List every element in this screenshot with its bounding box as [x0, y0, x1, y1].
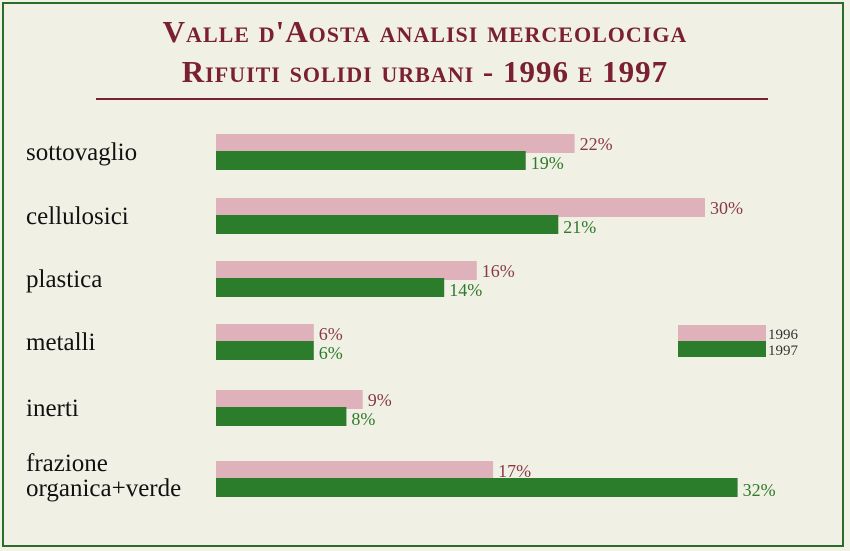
- bar-1997: [216, 341, 314, 360]
- data-label-1996: 6%: [319, 324, 343, 344]
- bar-1997: [216, 407, 347, 426]
- category-label: plastica: [26, 266, 102, 293]
- legend-swatch-1996: [678, 325, 766, 341]
- bar-1997: [216, 151, 526, 170]
- data-label-1997: 6%: [319, 343, 343, 363]
- legend-label-1996: 1996: [768, 327, 799, 343]
- legend-label-1997: 1997: [768, 343, 799, 359]
- chart-title: Valle d'Aosta analisi merceolociga: [162, 14, 688, 49]
- category-label: cellulosici: [26, 203, 129, 230]
- data-label-1996: 30%: [710, 198, 743, 218]
- data-label-1996: 16%: [482, 261, 515, 281]
- title-divider: [96, 98, 768, 100]
- chart-subtitle: Rifuiti solidi urbani - 1996 e 1997: [181, 54, 669, 89]
- bar-1997: [216, 278, 445, 297]
- data-label-1997: 32%: [743, 480, 776, 500]
- data-label-1997: 14%: [449, 280, 482, 300]
- bar-1996: [216, 461, 494, 480]
- bar-1997: [216, 478, 738, 497]
- legend-swatch-1997: [678, 341, 766, 357]
- bar-1997: [216, 215, 559, 234]
- data-label-1997: 19%: [531, 153, 564, 173]
- category-label: inerti: [26, 395, 79, 422]
- bar-1996: [216, 261, 477, 280]
- category-label: metalli: [26, 329, 95, 356]
- category-label: frazione: [26, 450, 108, 477]
- data-label-1996: 9%: [368, 390, 392, 410]
- bar-1996: [216, 198, 705, 217]
- bar-1996: [216, 324, 314, 343]
- category-label: organica+verde: [26, 475, 181, 502]
- data-label-1996: 22%: [580, 134, 613, 154]
- category-label: sottovaglio: [26, 139, 137, 166]
- data-label-1997: 8%: [351, 409, 375, 429]
- bar-1996: [216, 134, 575, 153]
- data-label-1996: 17%: [498, 461, 531, 481]
- data-label-1997: 21%: [563, 217, 596, 237]
- bar-1996: [216, 390, 363, 409]
